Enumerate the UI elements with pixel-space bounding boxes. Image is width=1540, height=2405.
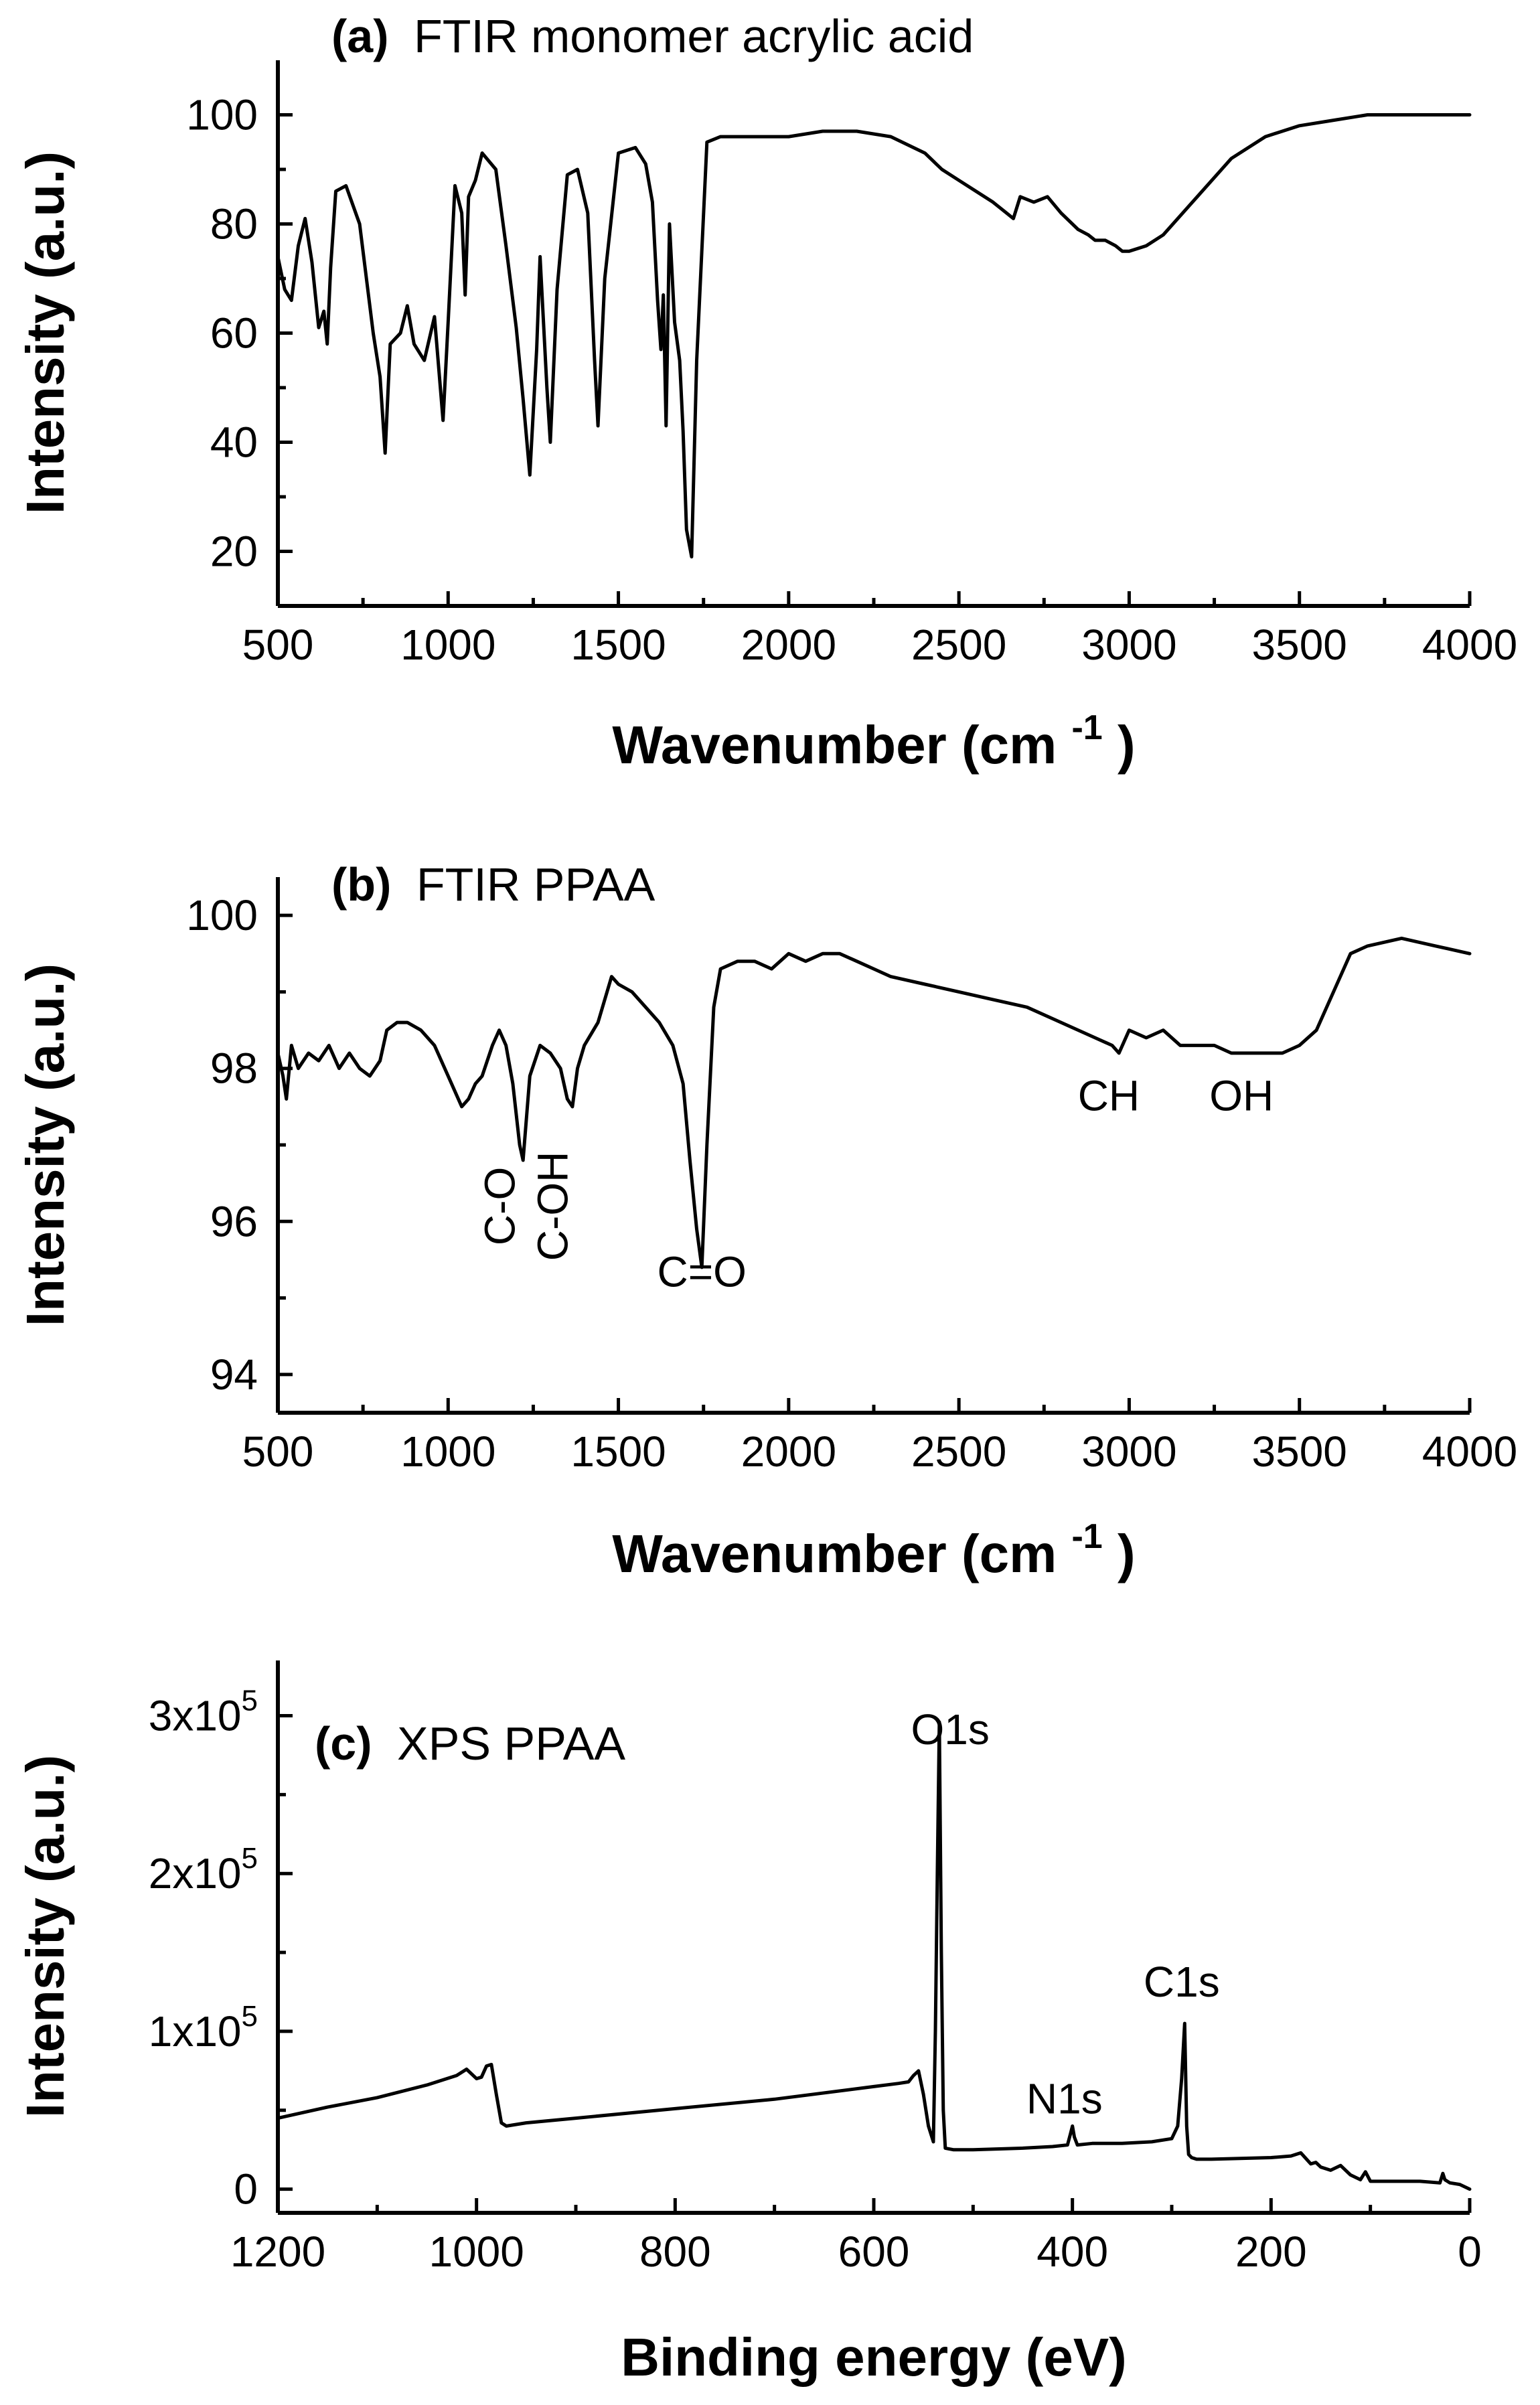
x-axis-title-superscript: -1 bbox=[1071, 708, 1102, 747]
y-tick-label-exponent: 5 bbox=[242, 2000, 258, 2033]
x-axis-title-end: ) bbox=[1118, 715, 1136, 775]
x-tick-label: 4000 bbox=[1422, 1427, 1517, 1476]
spectrum-line-ftir-ppaa bbox=[276, 936, 1472, 1269]
peak-label: C-OH bbox=[528, 1152, 576, 1261]
y-axis-title: Intensity (a.u.) bbox=[15, 963, 75, 1326]
x-tick-label: 3000 bbox=[1081, 621, 1176, 669]
x-axis-title: Wavenumber (cm -1 ) bbox=[612, 1500, 1135, 1583]
panel-title: (c) XPS PPAA bbox=[315, 1717, 625, 1770]
peak-label: CH bbox=[1078, 1072, 1140, 1120]
x-tick-label: 800 bbox=[639, 2228, 711, 2276]
y-tick-label-exponent: 5 bbox=[242, 1842, 258, 1875]
x-tick-label: 4000 bbox=[1422, 621, 1517, 669]
panel-b: 500 1000 1500 2000 2500 3000 3500 4000 94 96 98 100… bbox=[15, 858, 1517, 1583]
x-tick-label: 2500 bbox=[911, 621, 1006, 669]
panel-title-text: FTIR PPAA bbox=[416, 858, 656, 911]
x-tick-label: 0 bbox=[1458, 2228, 1482, 2276]
y-tick-label: 3x105 bbox=[149, 1685, 258, 1740]
panel-tag: (a) bbox=[331, 10, 389, 62]
spectrum-line-xps-ppaa bbox=[276, 1720, 1472, 2191]
y-tick-label: 96 bbox=[210, 1197, 258, 1245]
tick-labels: 500 1000 1500 2000 2500 3000 3500 4000 94 96 98 100 bbox=[186, 891, 1517, 1476]
y-tick-label-base: 0 bbox=[234, 2165, 258, 2214]
y-tick-label-exponent: 5 bbox=[242, 1685, 258, 1717]
x-tick-label: 1200 bbox=[230, 2228, 325, 2276]
y-tick-label: 60 bbox=[210, 309, 258, 358]
y-axis-title: Intensity (a.u.) bbox=[15, 151, 75, 514]
y-tick-label: 100 bbox=[186, 91, 258, 139]
x-tick-label: 400 bbox=[1036, 2228, 1108, 2276]
x-tick-label: 3000 bbox=[1081, 1427, 1176, 1476]
panel-title-text: FTIR monomer acrylic acid bbox=[414, 10, 974, 62]
peak-label: O1s bbox=[911, 1705, 990, 1754]
x-tick-label: 1000 bbox=[400, 1427, 495, 1476]
x-axis-title: Binding energy (eV) bbox=[621, 2327, 1127, 2387]
annotations: C-O C-OH C=O CH OH bbox=[475, 1072, 1274, 1296]
panel-title-text: XPS PPAA bbox=[397, 1717, 625, 1770]
x-tick-label: 500 bbox=[242, 1427, 314, 1476]
y-tick-label: 100 bbox=[186, 891, 258, 939]
y-tick-label: 0 bbox=[234, 2165, 258, 2214]
tick-labels: 500 1000 1500 2000 2500 3000 3500 4000 20 40 60 80 1… bbox=[186, 91, 1517, 670]
peak-label: C=O bbox=[657, 1247, 746, 1296]
panel-tag: (b) bbox=[331, 858, 391, 911]
x-tick-label: 200 bbox=[1235, 2228, 1307, 2276]
y-tick-label-base: 2x10 bbox=[149, 1849, 242, 1897]
x-tick-label: 1500 bbox=[570, 1427, 666, 1476]
x-tick-label: 2000 bbox=[741, 1427, 836, 1476]
panel-tag: (c) bbox=[315, 1717, 372, 1770]
y-tick-label: 94 bbox=[210, 1350, 258, 1399]
axis-ticks bbox=[276, 1714, 1472, 2213]
y-tick-label: 20 bbox=[210, 528, 258, 576]
x-tick-label: 3500 bbox=[1252, 621, 1347, 669]
y-tick-label: 80 bbox=[210, 200, 258, 248]
x-tick-label: 3500 bbox=[1252, 1427, 1347, 1476]
x-axis-title-text: Wavenumber (cm bbox=[612, 1524, 1057, 1583]
x-axis-title-superscript: -1 bbox=[1071, 1517, 1102, 1556]
peak-label: C-O bbox=[475, 1167, 524, 1245]
x-tick-label: 600 bbox=[838, 2228, 910, 2276]
peak-label: OH bbox=[1209, 1072, 1274, 1120]
y-axis-title: Intensity (a.u.) bbox=[15, 1755, 75, 2118]
x-tick-label: 1000 bbox=[429, 2228, 524, 2276]
x-tick-label: 1500 bbox=[570, 621, 666, 669]
x-tick-label: 500 bbox=[242, 621, 314, 669]
x-tick-label: 2500 bbox=[911, 1427, 1006, 1476]
panel-a: 500 1000 1500 2000 2500 3000 3500 4000 20 40 60 80 1… bbox=[15, 10, 1517, 775]
y-tick-label: 98 bbox=[210, 1044, 258, 1093]
x-axis-title: Wavenumber (cm -1 ) bbox=[612, 691, 1135, 775]
spectrum-line-ftir-monomer bbox=[276, 113, 1472, 559]
peak-label: N1s bbox=[1026, 2075, 1103, 2123]
y-tick-label: 1x105 bbox=[149, 2000, 258, 2055]
x-tick-label: 1000 bbox=[400, 621, 495, 669]
y-tick-label-base: 1x10 bbox=[149, 2007, 242, 2055]
y-tick-label: 40 bbox=[210, 418, 258, 467]
peak-label: C1s bbox=[1144, 1958, 1220, 2006]
x-axis-title-text: Wavenumber (cm bbox=[612, 715, 1057, 775]
axis-ticks bbox=[276, 913, 1472, 1413]
y-tick-label: 2x105 bbox=[149, 1842, 258, 1897]
annotations: O1s N1s C1s bbox=[911, 1705, 1220, 2123]
y-tick-label-base: 3x10 bbox=[149, 1692, 242, 1740]
axis-ticks bbox=[276, 113, 1472, 606]
panel-title: (b) FTIR PPAA bbox=[331, 858, 656, 911]
x-tick-label: 2000 bbox=[741, 621, 836, 669]
x-axis-title-end: ) bbox=[1118, 1524, 1136, 1583]
panel-title: (a) FTIR monomer acrylic acid bbox=[331, 10, 974, 62]
